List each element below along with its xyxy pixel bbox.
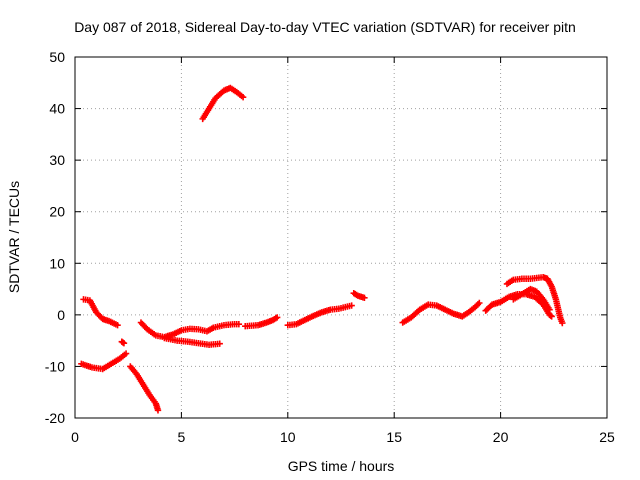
- data-point: [348, 302, 355, 309]
- series-seg1: [78, 350, 130, 373]
- chart-title: Day 087 of 2018, Sidereal Day-to-day VTE…: [74, 19, 576, 35]
- series-seg2: [80, 296, 121, 329]
- y-tick-label: -10: [45, 358, 65, 374]
- x-tick-label: 0: [71, 429, 79, 445]
- series-seg14: [510, 285, 553, 313]
- y-tick-label: 20: [49, 204, 65, 220]
- series-seg5: [137, 319, 243, 341]
- axis-ticks: 0 5 10 15 20 25 -20 -10 0 10 20 30 40 50: [45, 49, 615, 445]
- data-point: [361, 294, 368, 302]
- y-tick-label: 50: [49, 49, 65, 65]
- data-point: [114, 321, 121, 329]
- series-seg3: [118, 338, 128, 347]
- y-tick-label: 40: [49, 101, 65, 117]
- series-seg8: [199, 84, 247, 123]
- x-tick-label: 10: [280, 429, 296, 445]
- series-seg9: [284, 302, 355, 329]
- x-tick-label: 15: [386, 429, 402, 445]
- data-point: [216, 340, 223, 347]
- x-axis-label: GPS time / hours: [288, 458, 395, 474]
- data-point: [548, 313, 555, 320]
- y-tick-label: 0: [57, 307, 65, 323]
- data-point: [154, 407, 162, 414]
- data-point: [273, 314, 281, 321]
- series-seg7: [242, 314, 281, 330]
- series-seg13: [503, 274, 566, 327]
- data-point: [476, 299, 483, 307]
- data-point: [239, 94, 247, 101]
- x-tick-label: 20: [493, 429, 509, 445]
- series-seg11: [399, 299, 483, 326]
- x-tick-label: 5: [178, 429, 186, 445]
- data-point: [546, 306, 553, 313]
- series-seg10: [350, 289, 368, 302]
- series-seg4: [127, 363, 162, 414]
- data-point: [235, 320, 243, 328]
- y-tick-label: 30: [49, 152, 65, 168]
- x-tick-label: 25: [599, 429, 615, 445]
- data-point: [559, 319, 566, 327]
- plot-frame: [74, 56, 608, 419]
- grid-lines: [75, 57, 607, 418]
- series-seg6: [161, 334, 223, 348]
- y-tick-label: -20: [45, 410, 65, 426]
- data-point: [122, 350, 130, 357]
- data-point: [120, 340, 128, 347]
- data-marks: [78, 84, 566, 414]
- y-axis-label: SDTVAR / TECUs: [6, 181, 22, 293]
- y-tick-label: 10: [49, 255, 65, 271]
